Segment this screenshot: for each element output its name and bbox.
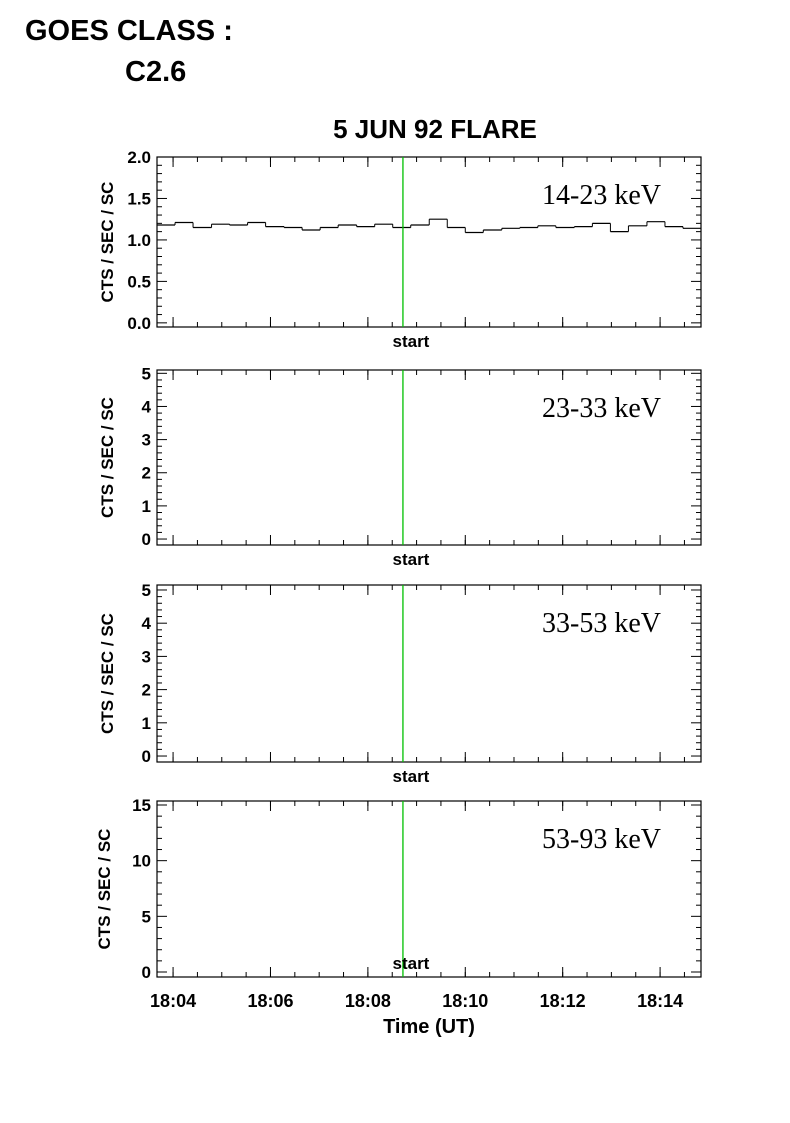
y-tick-label: 1 bbox=[142, 714, 151, 733]
y-tick-label: 0 bbox=[142, 963, 151, 982]
panel: CTS / SEC / SC 0 5 10 15 18:04 18:06 18:08 18:10… bbox=[95, 796, 702, 1038]
y-tick-label: 0 bbox=[142, 530, 151, 549]
x-axis-label: Time (UT) bbox=[383, 1016, 475, 1038]
y-axis-label: CTS / SEC / SC bbox=[98, 182, 117, 303]
y-tick-label: 4 bbox=[142, 614, 152, 633]
y-axis-label: CTS / SEC / SC bbox=[98, 613, 117, 734]
y-tick-label: 3 bbox=[142, 647, 151, 666]
y-tick-label: 0.5 bbox=[127, 272, 151, 291]
x-tick-label: 18:12 bbox=[540, 991, 586, 1011]
x-tick-label: 18:06 bbox=[247, 991, 293, 1011]
marker-label: start bbox=[393, 954, 430, 973]
panel: CTS / SEC / SC 0 1 2 3 4 5 start 33-53 keV bbox=[98, 581, 702, 786]
plot-frame bbox=[156, 369, 702, 546]
plot-frame bbox=[156, 800, 702, 978]
marker-label: start bbox=[393, 550, 430, 569]
y-tick-label: 15 bbox=[132, 796, 151, 815]
plot-frame bbox=[156, 584, 702, 763]
y-axis-label: CTS / SEC / SC bbox=[95, 829, 114, 950]
y-tick-label: 4 bbox=[142, 397, 152, 416]
plot-frame bbox=[156, 156, 702, 328]
y-tick-label: 2 bbox=[142, 464, 151, 483]
y-axis-label: CTS / SEC / SC bbox=[98, 397, 117, 518]
y-tick-label: 1 bbox=[142, 497, 151, 516]
goes-class-label: GOES CLASS : bbox=[25, 15, 233, 47]
x-tick-label: 18:14 bbox=[637, 991, 683, 1011]
y-tick-label: 1.5 bbox=[127, 189, 151, 208]
goes-class-value: C2.6 bbox=[125, 56, 186, 88]
energy-band-label: 53-93 keV bbox=[542, 824, 661, 855]
x-tick-label: 18:08 bbox=[345, 991, 391, 1011]
chart-title: 5 JUN 92 FLARE bbox=[333, 114, 537, 144]
y-tick-label: 10 bbox=[132, 852, 151, 871]
y-tick-label: 3 bbox=[142, 431, 151, 450]
y-tick-label: 1.0 bbox=[127, 231, 151, 250]
energy-band-label: 14-23 keV bbox=[542, 180, 661, 211]
panel: CTS / SEC / SC 0 1 2 3 4 5 start 23-33 keV bbox=[98, 364, 702, 569]
y-tick-label: 5 bbox=[142, 581, 151, 600]
y-tick-label: 5 bbox=[142, 907, 151, 926]
x-tick-label: 18:10 bbox=[442, 991, 488, 1011]
energy-band-label: 33-53 keV bbox=[542, 608, 661, 639]
panel: 5 JUN 92 FLARE CTS / SEC / SC 0.0 0.5 1.0 1.5… bbox=[98, 114, 702, 351]
y-tick-label: 2 bbox=[142, 681, 151, 700]
y-tick-label: 5 bbox=[142, 364, 151, 383]
y-tick-label: 0 bbox=[142, 747, 151, 766]
x-tick-label: 18:04 bbox=[150, 991, 196, 1011]
y-tick-label: 0.0 bbox=[127, 314, 151, 333]
energy-band-label: 23-33 keV bbox=[542, 393, 661, 424]
marker-label: start bbox=[393, 767, 430, 786]
y-tick-label: 2.0 bbox=[127, 148, 151, 167]
marker-label: start bbox=[393, 332, 430, 351]
